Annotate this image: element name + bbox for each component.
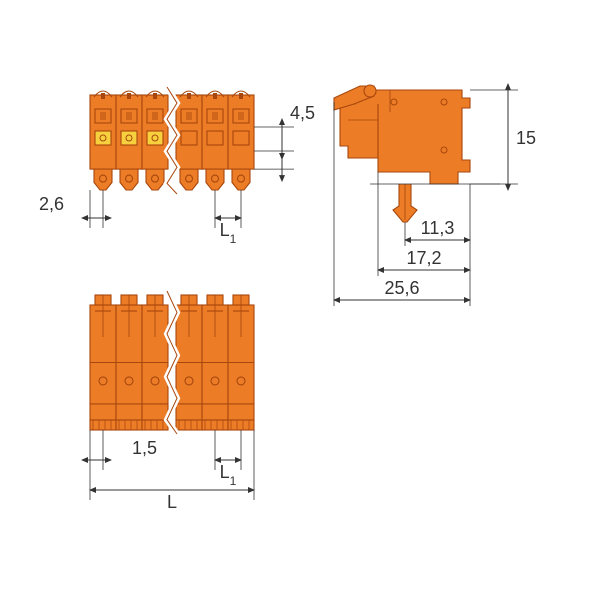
svg-text:1,5: 1,5 — [132, 438, 157, 458]
svg-text:25,6: 25,6 — [384, 278, 419, 298]
svg-text:11,3: 11,3 — [421, 218, 455, 238]
svg-text:L1: L1 — [220, 462, 237, 488]
svg-text:2,6: 2,6 — [39, 194, 64, 214]
svg-text:17,2: 17,2 — [406, 248, 441, 268]
svg-text:4,5: 4,5 — [290, 103, 315, 123]
svg-text:L: L — [167, 492, 177, 512]
svg-text:15: 15 — [516, 128, 536, 148]
svg-text:L1: L1 — [220, 220, 237, 246]
